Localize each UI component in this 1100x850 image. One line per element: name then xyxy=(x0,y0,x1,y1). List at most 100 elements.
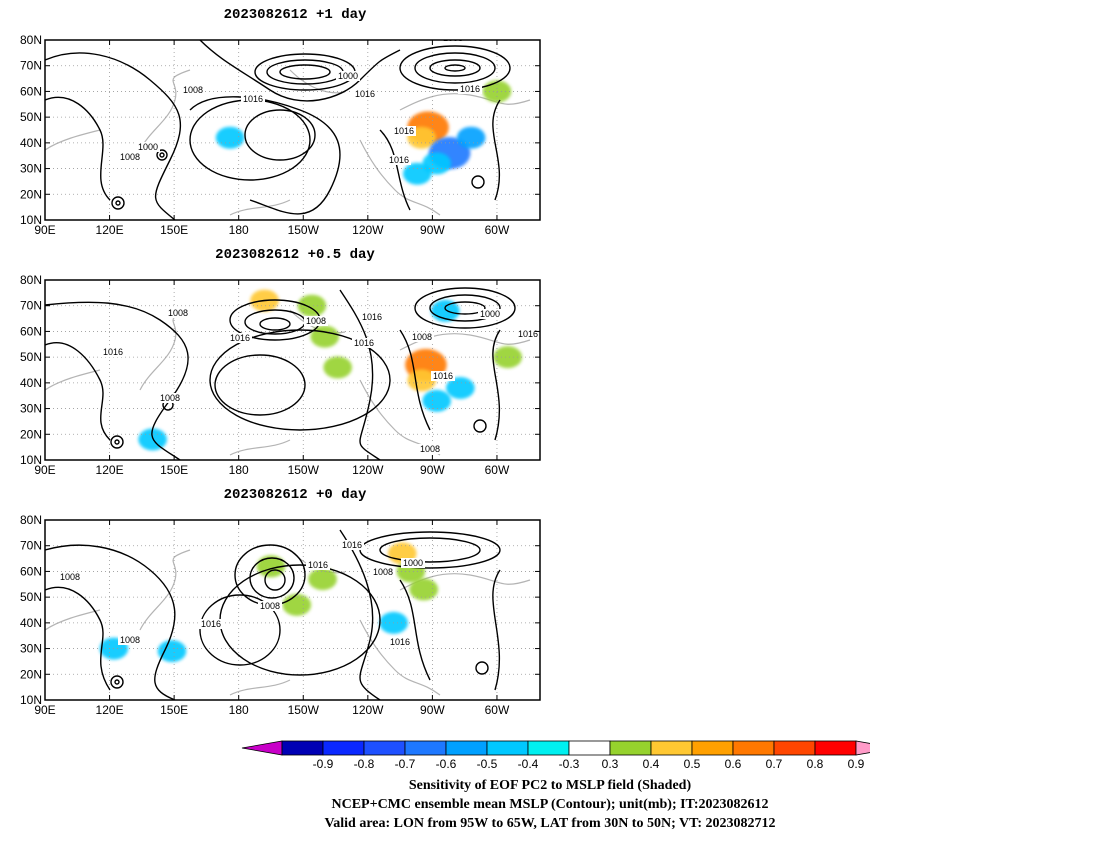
colorbar-tick-label: -0.3 xyxy=(559,757,580,771)
coastline xyxy=(229,199,291,216)
contour-label: 1016 xyxy=(460,84,480,94)
mslp-contour xyxy=(379,537,481,563)
mslp-contour xyxy=(471,175,485,189)
mslp-contour xyxy=(199,40,401,102)
contour-label: 1008 xyxy=(306,316,326,326)
mslp-contour xyxy=(444,301,486,315)
colorbar-tick-label: 0.9 xyxy=(848,757,865,771)
coastline xyxy=(229,679,291,696)
sensitivity-shading xyxy=(308,568,337,591)
mslp-contour xyxy=(429,59,481,77)
contour-label: 1016 xyxy=(394,126,414,136)
mslp-contour xyxy=(45,301,189,460)
sensitivity-shading xyxy=(409,578,439,601)
mslp-contour xyxy=(492,569,501,691)
lat-tick-label: 30N xyxy=(20,162,42,176)
contour-label: 1016 xyxy=(390,637,410,647)
lon-tick-label: 120W xyxy=(352,703,384,717)
sensitivity-shading xyxy=(215,126,245,149)
colorbar-swatch xyxy=(568,740,611,756)
contour-label: 1016 xyxy=(308,560,328,570)
panel-title: 2023082612 +0.5 day xyxy=(215,247,375,263)
contour-label-bg xyxy=(336,71,360,81)
contour-label: 1016 xyxy=(433,371,453,381)
lat-tick-label: 80N xyxy=(20,273,42,287)
sensitivity-shading xyxy=(149,40,178,57)
contour-label-bg xyxy=(516,329,540,339)
lon-tick-label: 120E xyxy=(96,463,124,477)
contour-label: 1008 xyxy=(183,85,203,95)
contour-label-bg xyxy=(58,572,82,582)
colorbar-tick-label: 0.6 xyxy=(725,757,742,771)
colorbar-low-arrow xyxy=(241,740,283,756)
contour-label-bg xyxy=(258,601,282,611)
colorbar-swatch xyxy=(691,740,734,756)
plot-frame xyxy=(44,279,541,461)
contour-label: 1000 xyxy=(338,71,358,81)
contour-label: 1016 xyxy=(518,329,538,339)
colorbar-tick-label: -0.7 xyxy=(395,757,416,771)
colorbar-swatch xyxy=(404,740,447,756)
caption-line-3: Valid area: LON from 95W to 65W, LAT fro… xyxy=(324,816,776,831)
contour-label-bg xyxy=(401,558,425,568)
coastline xyxy=(359,139,441,216)
lon-tick-label: 90E xyxy=(34,463,55,477)
lat-tick-label: 60N xyxy=(20,564,42,578)
sensitivity-shading xyxy=(323,356,352,379)
lon-tick-label: 150W xyxy=(288,223,320,237)
lon-tick-label: 120E xyxy=(96,703,124,717)
mslp-contour xyxy=(492,99,501,201)
contour-label-bg xyxy=(228,333,252,343)
contour-label: 1016 xyxy=(230,333,250,343)
contour-label-bg xyxy=(304,316,328,326)
lon-tick-label: 150E xyxy=(160,703,188,717)
contour-label: 1000 xyxy=(138,142,158,152)
lat-tick-label: 20N xyxy=(20,187,42,201)
plot-frame xyxy=(44,519,541,701)
contour-label-bg xyxy=(371,567,395,577)
lon-tick-label: 180 xyxy=(229,223,249,237)
lat-tick-label: 80N xyxy=(20,513,42,527)
colorbar-high-arrow xyxy=(855,740,870,756)
contour-label-bg xyxy=(306,560,330,570)
mslp-contour xyxy=(264,569,286,591)
lat-tick-label: 70N xyxy=(20,59,42,73)
caption-line-2: NCEP+CMC ensemble mean MSLP (Contour); u… xyxy=(331,797,769,812)
lat-tick-label: 40N xyxy=(20,616,42,630)
lon-tick-label: 150E xyxy=(160,223,188,237)
contour-label: 1016 xyxy=(389,155,409,165)
lon-tick-label: 120W xyxy=(352,463,384,477)
contour-label-bg xyxy=(118,635,142,645)
contour-label-bg xyxy=(353,89,377,99)
lat-tick-label: 70N xyxy=(20,299,42,313)
contour-label: 1008 xyxy=(60,572,80,582)
colorbar-tick-label: -0.6 xyxy=(436,757,457,771)
mslp-contour xyxy=(114,439,120,445)
contour-label: 1008 xyxy=(412,332,432,342)
lat-tick-label: 20N xyxy=(20,667,42,681)
caption-line-1: Sensitivity of EOF PC2 to MSLP field (Sh… xyxy=(408,778,692,793)
coastline xyxy=(399,93,531,111)
lat-tick-label: 50N xyxy=(20,110,42,124)
contour-label: 1008 xyxy=(160,393,180,403)
lat-tick-label: 50N xyxy=(20,590,42,604)
contour-label: 1008 xyxy=(420,444,440,454)
lat-tick-label: 10N xyxy=(20,213,42,227)
lat-tick-label: 20N xyxy=(20,427,42,441)
mslp-contour xyxy=(399,329,431,431)
mslp-contour xyxy=(475,661,489,675)
lon-tick-label: 180 xyxy=(229,703,249,717)
contour-label: 1000 xyxy=(480,309,500,319)
sensitivity-shading xyxy=(422,152,451,175)
contour-label: 1016 xyxy=(354,338,374,348)
contour-label-bg xyxy=(388,637,412,647)
mslp-contour xyxy=(189,96,341,215)
mslp-contour xyxy=(473,419,487,433)
contour-label-bg xyxy=(118,152,142,162)
mslp-contour xyxy=(249,557,295,599)
mslp-contour xyxy=(115,200,121,206)
contour-label: 1008 xyxy=(443,33,463,43)
contour-label: 1008 xyxy=(120,635,140,645)
lon-tick-label: 60W xyxy=(485,703,510,717)
lon-tick-label: 90E xyxy=(34,223,55,237)
